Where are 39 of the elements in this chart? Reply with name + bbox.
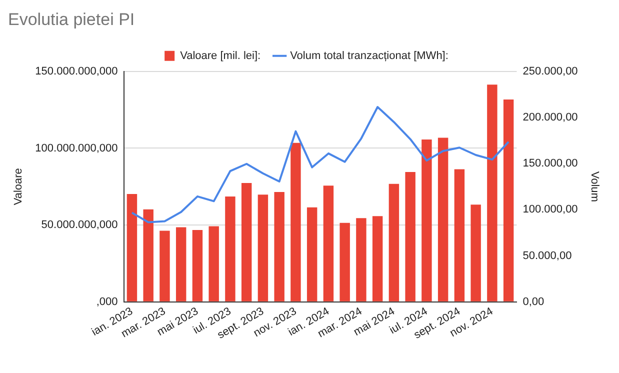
bar: [143, 209, 154, 302]
y2-tick-label: 200.000,00: [522, 112, 578, 124]
bar: [126, 194, 138, 302]
legend-label: Valoare [mil. lei]:: [180, 50, 261, 62]
y2-axis-title: Volum: [588, 171, 600, 202]
bar: [274, 192, 284, 302]
bar: [372, 216, 383, 302]
bar: [258, 194, 268, 302]
bar: [388, 184, 400, 302]
bar: [503, 100, 514, 302]
y2-tick-label: 150.000,00: [522, 158, 578, 170]
bar: [438, 138, 448, 302]
y2-tick-label: 0,00: [522, 296, 544, 308]
y2-tick-label: 100.000,00: [522, 204, 578, 216]
chart-title: Evolutia pietei PI: [8, 10, 135, 29]
legend-label: Volum total tranzacționat [MWh]:: [290, 50, 448, 62]
bar: [225, 196, 236, 302]
bar: [487, 84, 498, 302]
bar: [340, 222, 350, 302]
y-tick-label: 100.000.000,000: [35, 142, 118, 154]
bar: [454, 169, 465, 302]
y-tick-label: 150.000.000,000: [35, 65, 118, 78]
bar: [405, 172, 416, 302]
y2-tick-label: 250.000,00: [522, 65, 578, 78]
bar: [356, 218, 366, 302]
y2-tick-label: 50.000,00: [522, 250, 572, 262]
y-tick-label: ,000: [96, 296, 118, 308]
bar: [422, 139, 432, 302]
bar: [192, 230, 203, 302]
bar: [208, 226, 219, 302]
bar: [160, 230, 170, 302]
y-axis-title: Valoare: [12, 168, 25, 206]
bar: [290, 142, 301, 302]
bar: [323, 186, 334, 302]
bar: [470, 204, 481, 302]
bar: [176, 227, 186, 302]
bar: [306, 207, 318, 302]
y-tick-label: 50.000.000,000: [41, 219, 118, 232]
bar: [241, 182, 252, 302]
